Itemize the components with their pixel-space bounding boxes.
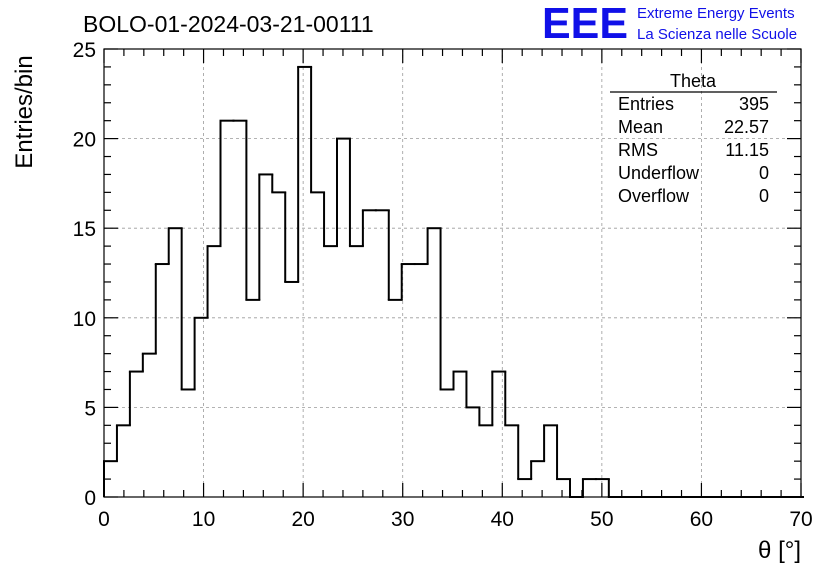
x-tick-label: 50	[590, 508, 613, 531]
stats-value-underflow: 0	[759, 163, 769, 183]
histogram-series	[103, 65, 804, 498]
stats-title: Theta	[670, 71, 717, 91]
stats-label-rms: RMS	[618, 140, 658, 160]
plot-frame	[103, 48, 802, 498]
stats-value-rms: 11.15	[725, 140, 769, 160]
x-axis-label: θ [°]	[758, 537, 801, 564]
stats-label-underflow: Underflow	[618, 163, 700, 183]
stats-label-entries: Entries	[618, 94, 674, 114]
stats-value-overflow: 0	[759, 186, 769, 206]
logo-line-2: La Scienza nelle Scuole	[637, 26, 797, 43]
stats-value-entries: 395	[739, 94, 769, 114]
x-tick-label: 10	[192, 508, 215, 531]
eee-logo: EEE Extreme Energy Events La Scienza nel…	[542, 0, 797, 48]
y-tick-label: 20	[73, 129, 96, 152]
y-tick-label: 5	[84, 397, 96, 420]
x-tick-label: 40	[491, 508, 514, 531]
y-tick-label: 15	[73, 218, 96, 241]
y-tick-label: 10	[73, 308, 96, 331]
x-tick-label: 20	[291, 508, 314, 531]
stats-value-mean: 22.57	[724, 117, 769, 137]
stats-box: Theta Entries 395 Mean 22.57 RMS 11.15 U…	[610, 71, 777, 206]
tick-labels: 0 10 20 30 40 50 60 70 0 5 10 15 20 25	[73, 39, 813, 531]
logo-line-1: Extreme Energy Events	[637, 5, 795, 22]
x-tick-label: 70	[789, 508, 812, 531]
x-tick-label: 0	[98, 508, 110, 531]
stats-label-overflow: Overflow	[618, 186, 690, 206]
plot-title: BOLO-01-2024-03-21-00111	[83, 11, 374, 37]
stats-label-mean: Mean	[618, 117, 663, 137]
eee-logo-mark: EEE	[542, 0, 628, 48]
x-tick-label: 60	[690, 508, 713, 531]
x-tick-label: 30	[391, 508, 414, 531]
grid-lines	[104, 49, 801, 497]
y-tick-label: 25	[73, 39, 96, 62]
axis-ticks	[103, 48, 802, 498]
y-axis-label: Entries/bin	[11, 55, 38, 168]
y-tick-label: 0	[84, 487, 96, 510]
